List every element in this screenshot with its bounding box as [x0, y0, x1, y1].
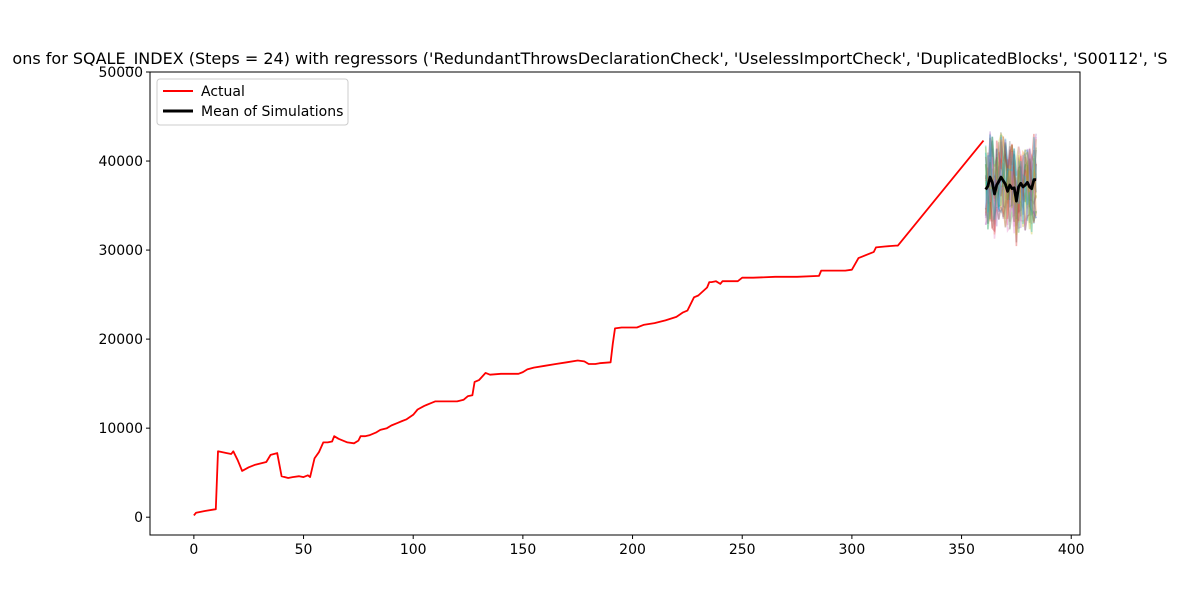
simulation-line [984, 134, 1037, 233]
x-tick-label: 200 [619, 542, 646, 558]
x-tick-label: 150 [510, 542, 537, 558]
simulation-line [984, 146, 1037, 229]
simulation-line [984, 134, 1037, 230]
simulation-line [984, 140, 1037, 219]
simulation-line [984, 143, 1037, 233]
y-tick-label: 50000 [98, 65, 143, 81]
y-tick-label: 30000 [98, 243, 143, 259]
actual-series-line [193, 140, 985, 516]
legend-label-actual: Actual [201, 84, 245, 100]
mean-simulation-line [984, 175, 1037, 203]
legend-label-mean: Mean of Simulations [201, 104, 343, 120]
y-axis-ticks: 0 10000 20000 30000 40000 50000 [98, 65, 150, 526]
x-tick-label: 50 [295, 542, 313, 558]
x-tick-label: 0 [189, 542, 198, 558]
series-lines [193, 140, 1037, 516]
y-tick-label: 40000 [98, 154, 143, 170]
simulation-line [984, 133, 1037, 231]
x-tick-label: 100 [400, 542, 427, 558]
y-tick-label: 10000 [98, 421, 143, 437]
simulation-line [984, 139, 1037, 235]
legend: Actual Mean of Simulations [156, 78, 349, 126]
plot-frame [149, 71, 1081, 536]
x-axis-ticks: 0 50 100 150 200 250 300 350 400 [189, 535, 1085, 558]
x-tick-label: 350 [948, 542, 975, 558]
x-tick-label: 250 [729, 542, 756, 558]
simulation-line [984, 136, 1037, 223]
simulation-line [984, 136, 1037, 233]
x-tick-label: 400 [1058, 542, 1085, 558]
simulation-line [984, 136, 1037, 222]
chart-title: ons for SQALE_INDEX (Steps = 24) with re… [12, 49, 1167, 69]
x-tick-label: 300 [839, 542, 866, 558]
y-tick-label: 20000 [98, 332, 143, 348]
simulation-line [984, 131, 1037, 229]
simulation-line [985, 149, 1037, 243]
simulation-line [984, 132, 1037, 232]
y-tick-label: 0 [134, 510, 143, 526]
legend-box [156, 78, 349, 126]
